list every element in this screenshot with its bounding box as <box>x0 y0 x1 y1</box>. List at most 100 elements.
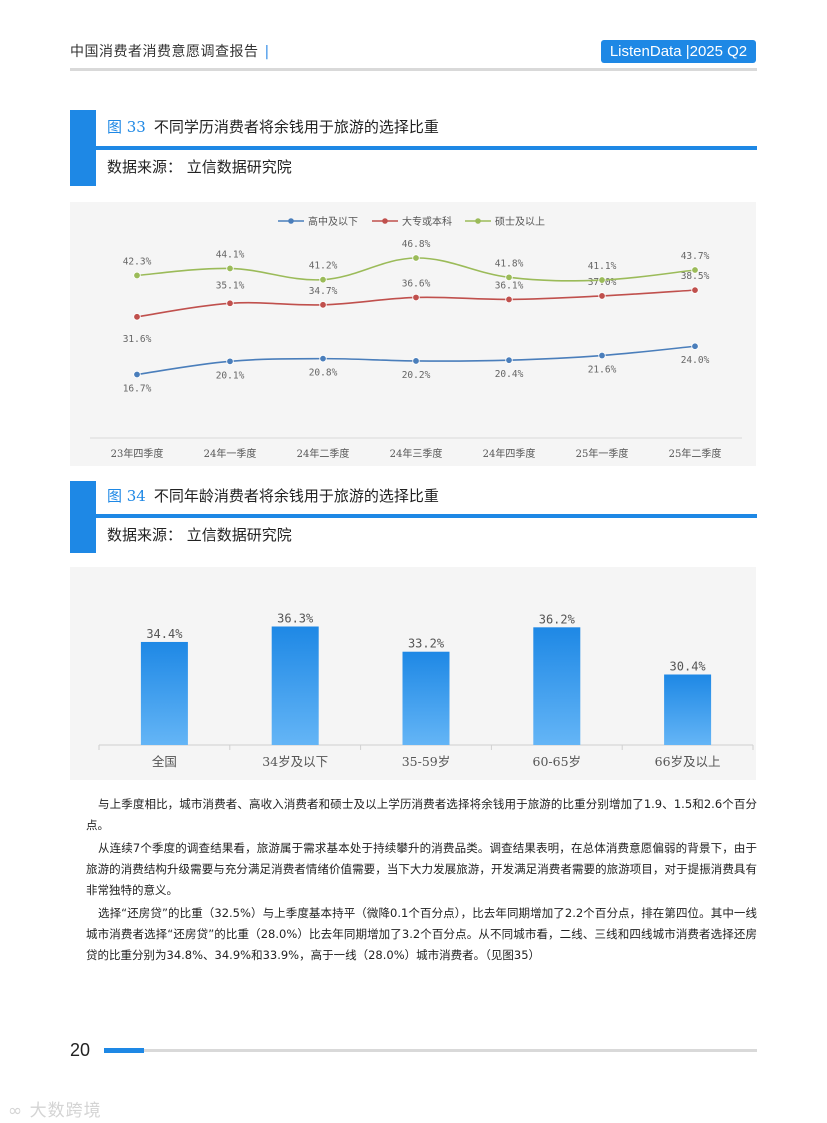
data-label: 44.1% <box>216 249 245 260</box>
data-label: 46.8% <box>402 239 431 250</box>
watermark: ∞ 大数跨境 <box>8 1101 102 1121</box>
figure-rule <box>96 514 757 518</box>
legend-marker <box>382 218 388 224</box>
legend-item: 大专或本科 <box>372 215 452 228</box>
data-label: 41.8% <box>495 258 524 269</box>
figure-source: 数据来源： 立信数据研究院 <box>107 526 292 544</box>
bar-value-label: 36.2% <box>539 612 576 626</box>
bar-chart-panel: 34.4% 全国 36.3% 34岁及以下 33.2% 35-59岁 36.2% 60-65岁… <box>70 567 756 780</box>
legend-item: 高中及以下 <box>278 215 358 228</box>
data-label: 36.6% <box>402 278 431 289</box>
x-tick-label: 24年一季度 <box>204 447 257 460</box>
x-tick-label: 35-59岁 <box>402 754 451 769</box>
data-label: 42.3% <box>123 256 152 267</box>
bar <box>533 627 581 745</box>
header-badge: ListenData |2025 Q2 <box>601 40 756 63</box>
x-tick-label: 66岁及以上 <box>655 754 721 769</box>
bar-value-label: 33.2% <box>408 637 445 651</box>
data-point <box>226 299 234 307</box>
line-chart-panel: 高中及以下 大专或本科 硕士及以上 16.7% 20.1% 20.8% 20.2% 20.4%… <box>70 202 756 466</box>
data-point <box>319 275 327 284</box>
paragraph: 选择“还房贷”的比重（32.5%）与上季度基本持平（微降0.1个百分点），比去年… <box>86 906 757 962</box>
data-point <box>505 356 513 364</box>
legend-item: 硕士及以上 <box>465 215 545 228</box>
figure-accent-bar <box>70 110 96 186</box>
figure-source: 数据来源： 立信数据研究院 <box>107 158 292 176</box>
data-point <box>505 273 513 282</box>
footer-accent <box>104 1048 144 1053</box>
paragraph: 与上季度相比，城市消费者、高收入消费者和硕士及以上学历消费者选择将余钱用于旅游的… <box>86 797 757 832</box>
data-point <box>412 293 420 302</box>
data-point <box>598 276 606 284</box>
legend-label: 大专或本科 <box>402 215 452 228</box>
figure-title: 图 33 不同学历消费者将余钱用于旅游的选择比重 <box>107 118 439 136</box>
data-label: 34.7% <box>309 286 338 297</box>
data-label: 41.2% <box>309 261 338 272</box>
data-point <box>505 295 513 304</box>
legend-marker <box>475 218 481 224</box>
data-point <box>133 271 141 280</box>
paragraph: 从连续7个季度的调查结果看，旅游属于需求基本处于持续攀升的消费品类。调查结果表明… <box>86 841 757 897</box>
data-label: 38.5% <box>681 271 710 282</box>
data-point <box>133 370 141 379</box>
bar-value-label: 30.4% <box>670 660 707 674</box>
data-label: 20.4% <box>495 369 524 380</box>
bar <box>271 626 319 745</box>
bar-value-label: 36.3% <box>277 612 314 626</box>
x-tick-label: 60-65岁 <box>533 754 582 769</box>
body-text: 与上季度相比，城市消费者、高收入消费者和硕士及以上学历消费者选择将余钱用于旅游的… <box>86 794 757 966</box>
figure-34-heading: 图 34 不同年龄消费者将余钱用于旅游的选择比重 数据来源： 立信数据研究院 <box>70 481 757 553</box>
data-label: 16.7% <box>123 384 152 395</box>
x-tick-label: 24年三季度 <box>390 447 443 460</box>
x-tick-label: 全国 <box>152 754 177 769</box>
footer-divider <box>104 1049 757 1052</box>
data-point <box>226 264 234 273</box>
chart-legend: 高中及以下 大专或本科 硕士及以上 <box>278 215 545 228</box>
data-label: 20.8% <box>309 368 338 379</box>
figure-accent-bar <box>70 481 96 553</box>
header-separator: | <box>264 44 270 60</box>
x-tick-label: 34岁及以下 <box>262 754 328 769</box>
data-label: 20.2% <box>402 370 431 381</box>
data-point <box>412 357 420 365</box>
x-tick-label: 24年四季度 <box>483 447 536 460</box>
data-label: 24.0% <box>681 355 710 366</box>
data-label: 31.6% <box>123 334 152 345</box>
data-point <box>691 266 699 274</box>
line-chart: 高中及以下 大专或本科 硕士及以上 16.7% 20.1% 20.8% 20.2% 20.4%… <box>90 215 742 460</box>
data-label: 43.7% <box>681 251 710 262</box>
legend-label: 高中及以下 <box>308 215 358 228</box>
bar-chart: 34.4% 全国 36.3% 34岁及以下 33.2% 35-59岁 36.2% 60-65岁… <box>98 612 754 769</box>
figure-number: 图 33 <box>107 118 146 136</box>
figure-title: 图 34 不同年龄消费者将余钱用于旅游的选择比重 <box>107 487 439 505</box>
data-point <box>319 354 327 363</box>
data-point <box>691 342 699 350</box>
header-divider <box>70 68 757 71</box>
watermark-icon: ∞ <box>8 1101 30 1121</box>
page-number: 20 <box>70 1040 91 1060</box>
series-1: 31.6%35.1%34.7%36.6%36.1%37.0%38.5% <box>123 271 710 345</box>
series-0: 16.7% 20.1% 20.8% 20.2% 20.4% 21.6% 24.0% <box>123 342 710 395</box>
data-label: 20.1% <box>216 370 245 381</box>
data-point <box>598 351 606 360</box>
data-point <box>412 254 420 262</box>
figure-33-heading: 图 33 不同学历消费者将余钱用于旅游的选择比重 数据来源： 立信数据研究院 <box>70 110 757 186</box>
bar <box>664 674 712 745</box>
data-point <box>598 292 606 300</box>
data-point <box>319 301 327 309</box>
data-point <box>691 286 699 294</box>
x-tick-label: 25年二季度 <box>669 447 722 460</box>
data-point <box>226 357 234 366</box>
bar <box>140 641 188 745</box>
x-tick-label: 25年一季度 <box>576 447 629 460</box>
x-tick-label: 23年四季度 <box>111 447 164 460</box>
data-point <box>133 313 141 321</box>
bar <box>402 651 450 745</box>
data-label: 21.6% <box>588 365 617 376</box>
data-label: 41.1% <box>588 261 617 272</box>
figure-rule <box>96 146 757 150</box>
bar-value-label: 34.4% <box>146 627 183 641</box>
data-label: 36.1% <box>495 280 524 291</box>
x-tick-label: 24年二季度 <box>297 447 350 460</box>
legend-marker <box>288 218 294 224</box>
